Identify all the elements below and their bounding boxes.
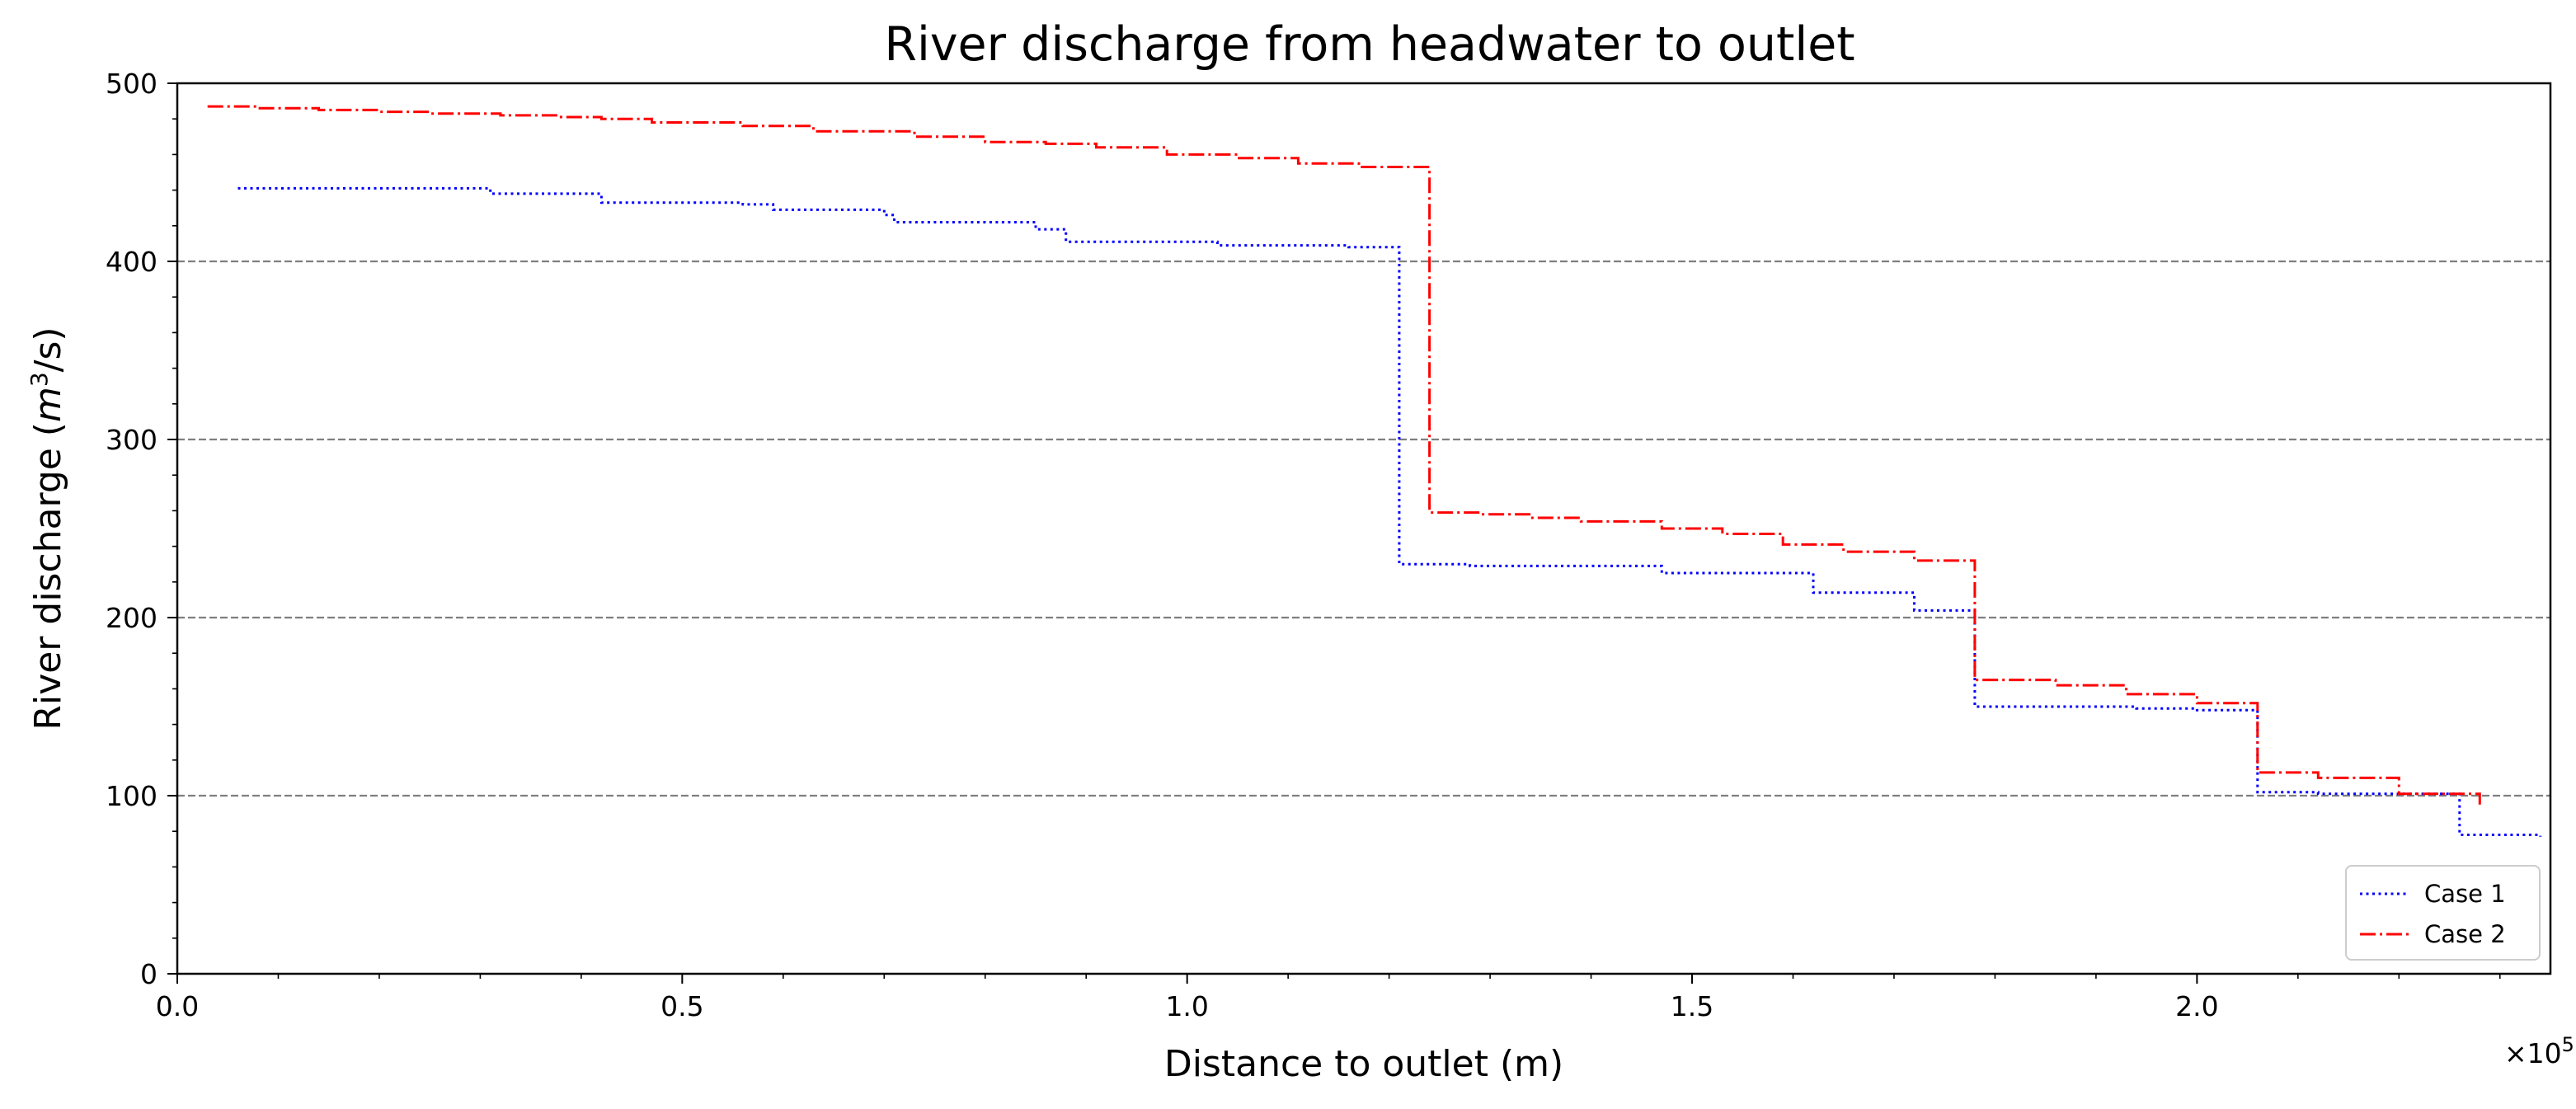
y-tick-label: 300 — [106, 424, 157, 456]
x-tick-label: 2.0 — [2175, 990, 2218, 1022]
y-tick-label: 100 — [106, 780, 157, 812]
x-tick-label: 1.5 — [1671, 990, 1713, 1022]
grid-lines — [177, 260, 2550, 797]
y-axis-ticks: 0 100 200 300 400 500 — [106, 68, 177, 990]
x-axis-offset-text: ×105 — [2504, 1033, 2574, 1069]
legend-label-case-2: Case 2 — [2424, 920, 2506, 948]
x-tick-label: 0.5 — [660, 990, 703, 1022]
legend: Case 1 Case 2 — [2345, 865, 2541, 961]
y-tick-label: 400 — [106, 246, 157, 278]
y-tick-label: 500 — [106, 68, 157, 100]
y-tick-label: 0 — [140, 958, 157, 990]
x-axis-ticks: 0.0 0.5 1.0 1.5 2.0 — [156, 974, 2501, 1022]
y-axis-label: River discharge (m3/s) — [26, 327, 69, 730]
x-tick-label: 0.0 — [156, 990, 199, 1022]
chart-title: River discharge from headwater to outlet — [884, 17, 1854, 72]
legend-label-case-1: Case 1 — [2424, 880, 2506, 908]
y-tick-label: 200 — [106, 602, 157, 634]
series-lines — [207, 105, 2542, 837]
legend-box — [2345, 865, 2541, 961]
series-line-case-2 — [207, 105, 2481, 805]
x-axis-label: Distance to outlet (m) — [1164, 1043, 1563, 1085]
x-tick-label: 1.0 — [1165, 990, 1208, 1022]
plot-frame — [176, 82, 2552, 975]
